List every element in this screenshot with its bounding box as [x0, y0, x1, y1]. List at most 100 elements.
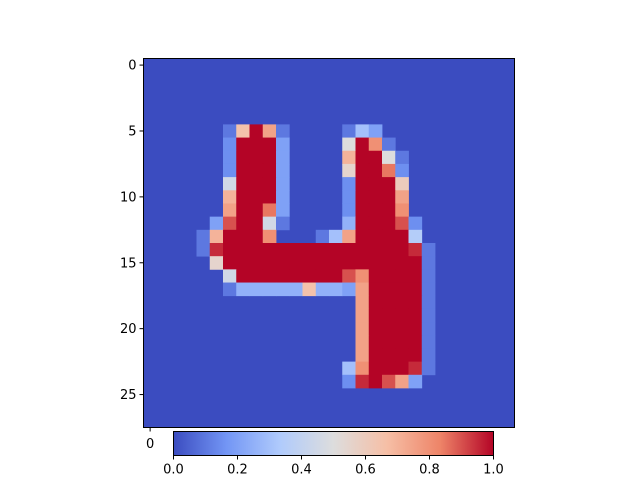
heatmap-cell: [315, 256, 330, 270]
heatmap-cell: [382, 177, 396, 191]
heatmap-cell: [236, 190, 250, 204]
heatmap-cell: [249, 269, 264, 283]
heatmap-cell: [368, 243, 383, 257]
heatmap-cell: [302, 282, 317, 297]
heatmap-cell: [236, 229, 250, 244]
heatmap-cell: [408, 295, 423, 310]
heatmap-cell: [368, 322, 383, 336]
heatmap-cell: [368, 203, 383, 218]
heatmap-cell: [223, 216, 237, 231]
heatmap-cell: [368, 229, 383, 244]
heatmap-cell: [421, 335, 436, 349]
heatmap-cell: [236, 216, 250, 231]
heatmap-cell: [342, 374, 356, 389]
heatmap-cell: [408, 256, 423, 270]
heatmap-cell: [382, 322, 396, 336]
heatmap-cell: [408, 229, 423, 244]
heatmap-cell: [276, 163, 290, 178]
heatmap-cell: [368, 190, 383, 204]
heatmap-cell: [382, 137, 396, 152]
heatmap-cell: [382, 163, 396, 178]
y-tick-label: 15: [120, 256, 137, 271]
heatmap-cell: [382, 256, 396, 270]
heatmap-cell: [355, 163, 370, 178]
heatmap-cell: [395, 295, 409, 310]
heatmap-cell: [223, 229, 237, 244]
heatmap-cell: [329, 229, 343, 244]
heatmap-cell: [408, 335, 423, 349]
heatmap-cell: [315, 243, 330, 257]
colorbar: 0.0 0.2 0.4 0.6 0.8 1.0: [163, 431, 504, 478]
heatmap-cell: [355, 137, 370, 152]
heatmap-cell: [289, 282, 303, 297]
heatmap-cell: [355, 256, 370, 270]
y-tick-label: 20: [120, 322, 137, 337]
heatmap-cell: [342, 137, 356, 152]
heatmap-cell: [355, 374, 370, 389]
heatmap-cell: [382, 203, 396, 218]
heatmap-cell: [236, 177, 250, 191]
heatmap-cell: [262, 256, 277, 270]
heatmap-cell: [262, 137, 277, 152]
heatmap-cell: [249, 203, 264, 218]
heatmap-cell: [276, 216, 290, 231]
heatmap-cell: [368, 177, 383, 191]
heatmap-cells: [143, 58, 515, 428]
heatmap-cell: [382, 150, 396, 165]
heatmap-cell: [421, 308, 436, 323]
y-axis: 0 5 10 15 20 25: [120, 59, 144, 403]
heatmap-cell: [395, 282, 409, 297]
heatmap-cell: [368, 295, 383, 310]
heatmap-cell: [382, 216, 396, 231]
plot-frame: [143, 58, 515, 428]
heatmap-cell: [355, 295, 370, 310]
heatmap-cell: [223, 190, 237, 204]
heatmap-cell: [289, 256, 303, 270]
heatmap-cell: [342, 216, 356, 231]
heatmap-cell: [382, 229, 396, 244]
heatmap-cell: [196, 229, 211, 244]
heatmap-cell: [395, 163, 409, 178]
heatmap-cell: [249, 177, 264, 191]
y-tick-label: 25: [120, 388, 137, 403]
heatmap-cell: [382, 361, 396, 376]
heatmap-cell: [249, 282, 264, 297]
heatmap-cell: [223, 177, 237, 191]
heatmap-cell: [382, 374, 396, 389]
heatmap-cell: [262, 177, 277, 191]
heatmap-cell: [209, 256, 224, 270]
heatmap-cell: [209, 243, 224, 257]
heatmap-cell: [302, 243, 317, 257]
heatmap-cell: [421, 269, 436, 283]
heatmap-cell: [355, 308, 370, 323]
heatmap-cell: [223, 243, 237, 257]
heatmap-cell: [223, 124, 237, 138]
heatmap-cell: [236, 150, 250, 165]
heatmap-cell: [315, 229, 330, 244]
heatmap-cell: [368, 374, 383, 389]
heatmap-cell: [355, 322, 370, 336]
heatmap-cell: [329, 269, 343, 283]
heatmap-cell: [421, 322, 436, 336]
heatmap-cell: [355, 177, 370, 191]
heatmap-cell: [342, 150, 356, 165]
heatmap-cell: [223, 256, 237, 270]
heatmap-cell: [382, 243, 396, 257]
heatmap-cell: [408, 348, 423, 363]
heatmap-cell: [262, 229, 277, 244]
heatmap-cell: [342, 256, 356, 270]
heatmap-cell: [249, 190, 264, 204]
heatmap-cell: [368, 256, 383, 270]
heatmap-cell: [395, 177, 409, 191]
heatmap-cell: [355, 229, 370, 244]
heatmap-cell: [342, 269, 356, 283]
heatmap-cell: [408, 374, 423, 389]
heatmap-cell: [329, 243, 343, 257]
heatmap-cell: [276, 203, 290, 218]
heatmap-cell: [355, 190, 370, 204]
heatmap-cell: [408, 282, 423, 297]
heatmap-cell: [276, 177, 290, 191]
heatmap-cell: [421, 295, 436, 310]
heatmap-cell: [355, 282, 370, 297]
